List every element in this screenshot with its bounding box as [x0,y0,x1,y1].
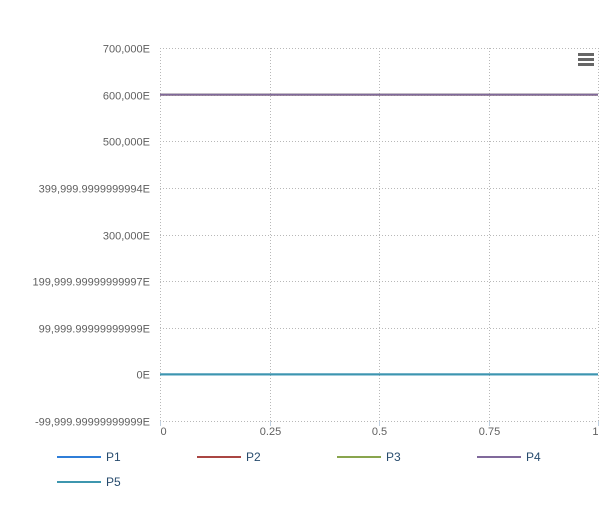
legend-item-p1[interactable]: P1 [57,450,121,464]
legend-item-p2[interactable]: P2 [197,450,261,464]
y-tick-label: 0E [137,370,150,382]
chart-menu-button[interactable] [572,48,600,72]
legend-label: P5 [106,475,121,489]
series-lines [160,93,598,376]
hamburger-menu-icon [578,53,594,66]
legend-item-p3[interactable]: P3 [337,450,401,464]
y-tick-label: 99,999.99999999999E [39,324,150,336]
legend-label: P3 [386,450,401,464]
legend-label: P2 [246,450,261,464]
x-tick-label: 0 [161,426,167,438]
legend-item-p4[interactable]: P4 [477,450,541,464]
legend-item-p5[interactable]: P5 [57,475,121,489]
x-tick-label: 0.25 [260,426,281,438]
y-tick-label: 500,000E [103,137,150,149]
y-tick-label: 399,999.9999999994E [39,184,150,196]
y-tick-label: 600,000E [103,91,150,103]
legend-label: P4 [526,450,541,464]
y-tick-label: 199,999.99999999997E [33,277,150,289]
legend: P1 P2 P3 P4 P5 [57,450,541,489]
y-tick-label: 300,000E [103,231,150,243]
grid-lines [160,48,599,422]
legend-label: P1 [106,450,121,464]
y-axis-ticks: 700,000E 600,000E 500,000E 399,999.99999999… [33,44,150,429]
x-tick-label: 0.75 [479,426,500,438]
y-tick-label: 700,000E [103,44,150,56]
x-tick-label: 0.5 [372,426,387,438]
y-tick-label: -99,999.99999999999E [35,417,150,429]
x-axis-ticks: 0 0.25 0.5 0.75 1 [160,421,599,438]
x-tick-label: 1 [592,426,598,438]
